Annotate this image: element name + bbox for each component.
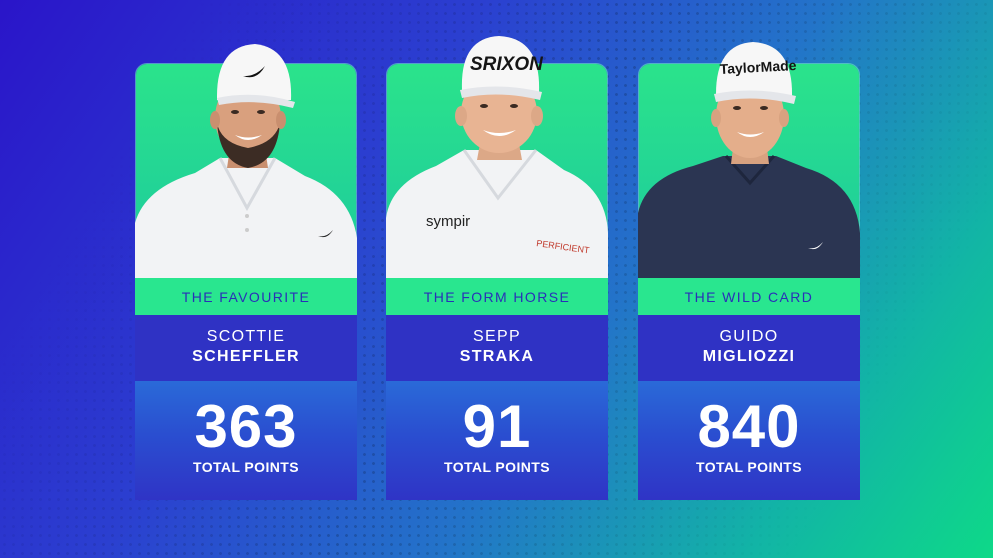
points-block: 840 TOTAL POINTS (638, 381, 860, 500)
last-name: MIGLIOZZI (702, 348, 796, 365)
golfer-photo-scheffler (135, 44, 357, 278)
player-role: THE FAVOURITE (135, 278, 357, 315)
points-block: 363 TOTAL POINTS (135, 381, 357, 500)
points-block: 91 TOTAL POINTS (386, 381, 608, 500)
first-name: GUIDO (719, 328, 779, 345)
sponsor-logo-left: sympir (426, 213, 470, 230)
nike-swoosh-icon (243, 66, 265, 78)
last-name: STRAKA (459, 348, 535, 365)
cap-logo-text: SRIXON (470, 54, 544, 75)
player-name: SEPP STRAKA (386, 315, 608, 381)
first-name: SEPP (473, 328, 521, 345)
nike-swoosh-icon (318, 230, 333, 238)
player-name: GUIDO MIGLIOZZI (638, 315, 860, 381)
player-card-migliozzi: TaylorMade THE WILD CARD GUIDO MIGLIOZZI… (638, 42, 860, 500)
player-card-straka: sympir PERFICIENT SRIXON THE FORM HORSE … (386, 36, 608, 500)
player-card-scheffler: THE FAVOURITE SCOTTIE SCHEFFLER 363 TOTA… (135, 44, 357, 500)
golfer-photo-straka: sympir PERFICIENT SRIXON (386, 36, 608, 278)
player-role: THE WILD CARD (638, 278, 860, 315)
last-name: SCHEFFLER (192, 348, 300, 365)
total-points-label: TOTAL POINTS (696, 459, 802, 475)
player-name: SCOTTIE SCHEFFLER (135, 315, 357, 381)
total-points-label: TOTAL POINTS (444, 459, 550, 475)
total-points-value: 840 (697, 393, 801, 460)
cap-logo-text: TaylorMade (719, 57, 797, 77)
total-points-value: 363 (194, 393, 298, 460)
player-role: THE FORM HORSE (386, 278, 608, 315)
nike-swoosh-icon (808, 242, 823, 250)
total-points-label: TOTAL POINTS (193, 459, 299, 475)
golfer-photo-migliozzi: TaylorMade (638, 42, 860, 278)
total-points-value: 91 (462, 393, 532, 460)
first-name: SCOTTIE (206, 328, 286, 345)
